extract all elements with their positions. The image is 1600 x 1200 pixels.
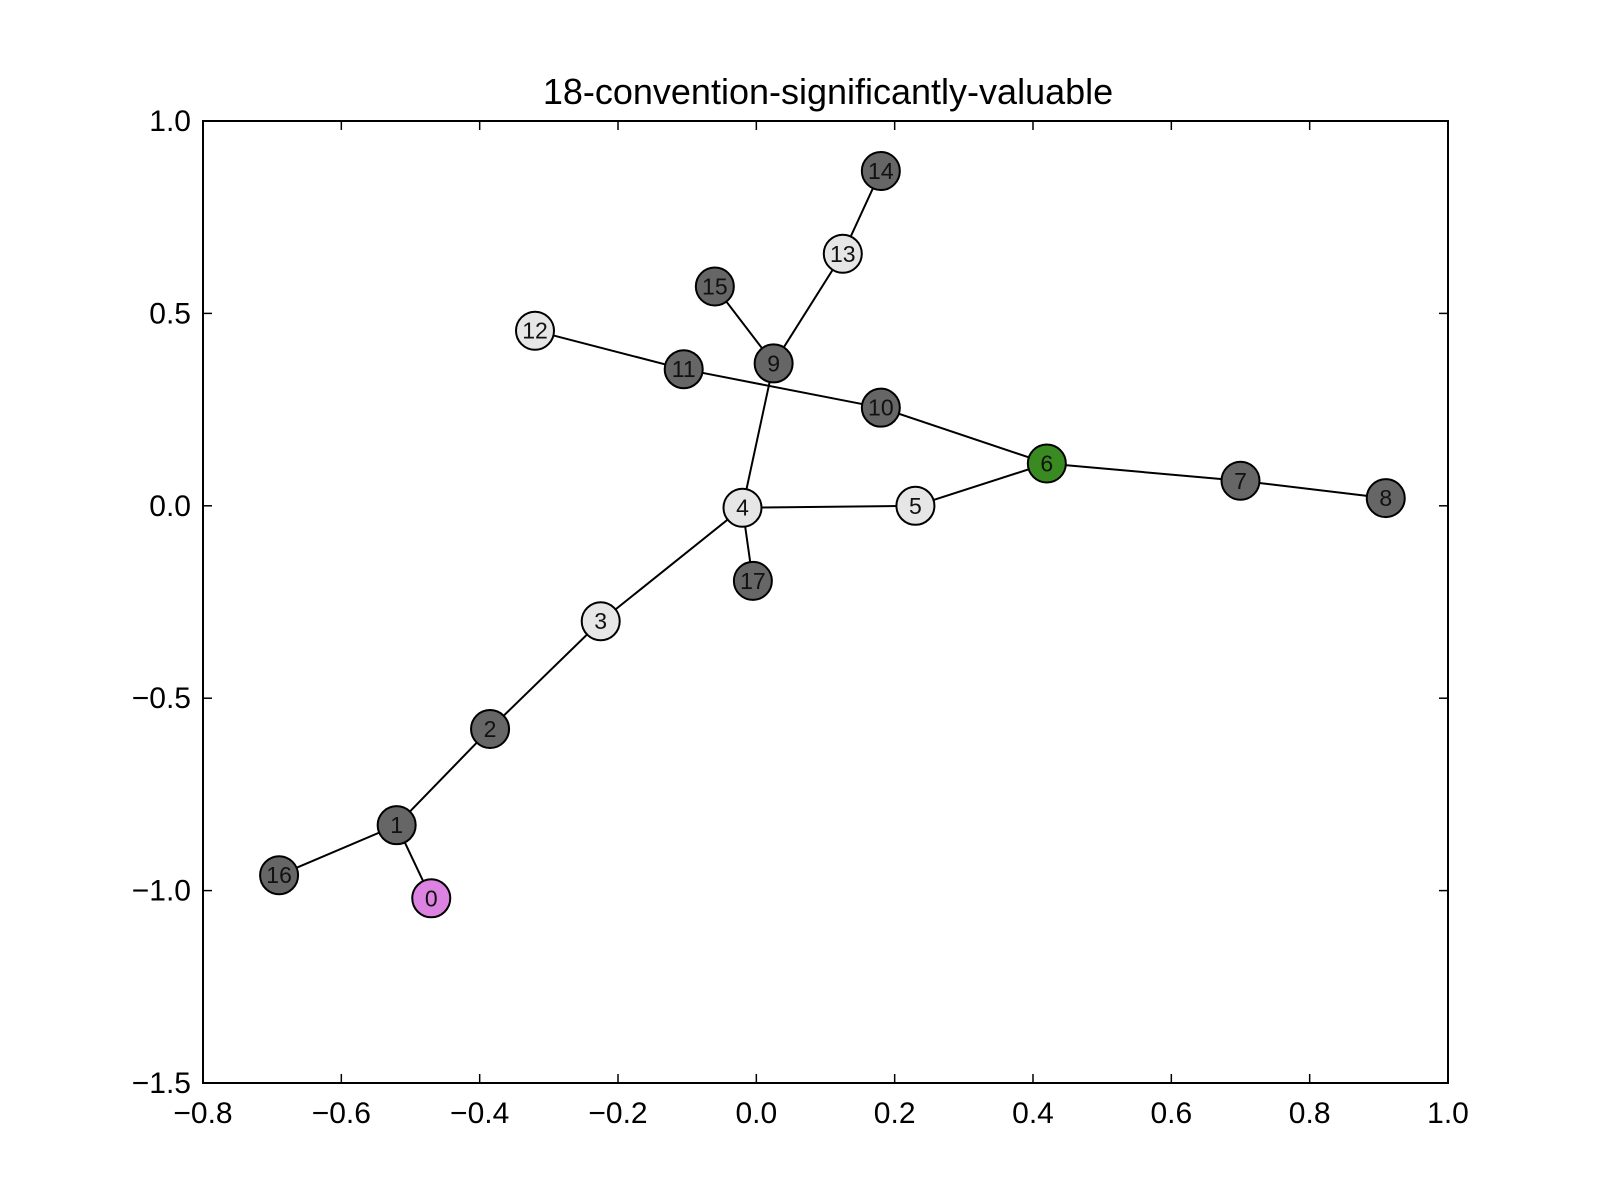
network-node-14 (860, 151, 901, 192)
node-label-3: 3 (594, 608, 607, 634)
network-edge-11-12 (534, 329, 684, 371)
x-tick-label: 1.0 (1427, 1097, 1469, 1130)
network-edge-5-6 (915, 462, 1048, 507)
y-tick-label: 1.0 (149, 105, 191, 138)
network-node-0 (411, 878, 452, 919)
node-label-2: 2 (484, 716, 497, 742)
network-edge-3-4 (600, 506, 744, 623)
network-edge-9-13 (772, 253, 844, 364)
network-edge-4-9 (741, 363, 775, 508)
x-tick-label: −0.2 (588, 1097, 647, 1130)
x-tick-label: −0.4 (450, 1097, 509, 1130)
network-node-7 (1220, 460, 1261, 501)
node-label-5: 5 (909, 493, 922, 519)
x-tick-label: −0.8 (173, 1097, 232, 1130)
node-label-14: 14 (868, 158, 894, 184)
node-label-0: 0 (425, 885, 438, 911)
node-label-9: 9 (767, 350, 780, 376)
y-tick-label: −1.5 (132, 1067, 191, 1100)
x-tick-label: 0.4 (1012, 1097, 1054, 1130)
network-edge-6-7 (1046, 462, 1241, 482)
chart-title: 18-convention-significantly-valuable (543, 71, 1113, 112)
network-node-12 (515, 310, 555, 351)
network-node-2 (470, 708, 511, 749)
network-node-5 (895, 485, 936, 526)
network-node-3 (580, 601, 621, 642)
y-tick-label: 0.5 (149, 297, 191, 330)
node-label-13: 13 (830, 241, 856, 267)
network-edge-6-10 (880, 406, 1048, 465)
x-tick-label: 0.8 (1289, 1097, 1331, 1130)
x-tick-label: 0.2 (874, 1097, 916, 1130)
node-label-12: 12 (522, 318, 548, 344)
y-tick-label: −1.0 (132, 875, 191, 908)
node-label-11: 11 (672, 356, 696, 382)
network-edge-1-16 (278, 824, 398, 877)
network-node-4 (722, 487, 763, 528)
network-edge-2-3 (489, 620, 602, 730)
node-label-7: 7 (1234, 468, 1247, 494)
x-tick-label: −0.6 (312, 1097, 371, 1130)
node-label-16: 16 (266, 862, 292, 888)
x-tick-label: 0.6 (1150, 1097, 1192, 1130)
network-node-10 (860, 387, 901, 428)
network-edge-4-5 (742, 504, 916, 509)
network-node-16 (259, 855, 300, 896)
network-node-17 (732, 560, 773, 601)
network-edge-7-8 (1240, 479, 1386, 500)
network-edge-1-2 (395, 728, 491, 826)
node-label-15: 15 (702, 273, 728, 299)
node-label-1: 1 (390, 812, 403, 838)
network-node-1 (376, 805, 417, 846)
network-node-15 (694, 266, 735, 307)
axes-frame (202, 120, 1449, 1084)
node-label-6: 6 (1040, 450, 1053, 476)
network-node-9 (753, 343, 794, 384)
network-node-13 (822, 233, 863, 274)
plot-area: −0.8 −0.6 −0.4 −0.2 0.0 0.2 0.4 0.6 0.8 1.0 −1.5 −1… (132, 105, 1469, 1130)
y-tick-label: 0.0 (149, 490, 191, 523)
x-tick-label: 0.0 (735, 1097, 777, 1130)
node-label-10: 10 (868, 395, 894, 421)
y-tick-label: −0.5 (132, 682, 191, 715)
network-node-8 (1365, 478, 1406, 519)
node-label-17: 17 (740, 568, 766, 594)
node-label-4: 4 (736, 495, 749, 521)
network-node-6 (1026, 443, 1067, 484)
network-edge-10-11 (683, 368, 882, 409)
network-node-11 (663, 349, 704, 390)
node-label-8: 8 (1379, 485, 1392, 511)
